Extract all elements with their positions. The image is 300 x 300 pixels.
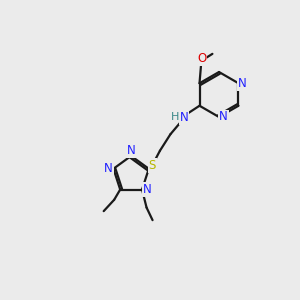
Text: H: H xyxy=(171,112,180,122)
Text: N: N xyxy=(238,77,247,90)
Text: N: N xyxy=(219,110,228,124)
Text: S: S xyxy=(149,159,156,172)
Text: N: N xyxy=(179,111,188,124)
Text: N: N xyxy=(104,162,113,175)
Text: O: O xyxy=(197,52,206,65)
Text: N: N xyxy=(142,183,151,196)
Text: N: N xyxy=(127,144,136,157)
